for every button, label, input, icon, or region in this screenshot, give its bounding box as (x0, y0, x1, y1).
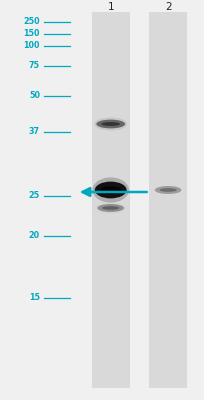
Ellipse shape (101, 122, 120, 126)
Ellipse shape (92, 177, 128, 202)
Text: 20: 20 (29, 232, 40, 240)
Text: 1: 1 (107, 2, 113, 12)
Ellipse shape (154, 186, 181, 194)
Ellipse shape (152, 184, 183, 196)
Ellipse shape (97, 204, 123, 212)
Ellipse shape (95, 202, 125, 214)
Text: 15: 15 (29, 294, 40, 302)
Text: 75: 75 (29, 62, 40, 70)
Ellipse shape (102, 206, 119, 210)
Text: 100: 100 (23, 42, 40, 50)
Ellipse shape (94, 118, 126, 130)
Ellipse shape (159, 188, 176, 192)
Ellipse shape (96, 120, 124, 128)
Text: 37: 37 (29, 128, 40, 136)
Ellipse shape (100, 186, 120, 194)
Text: 50: 50 (29, 92, 40, 100)
Bar (91, 12, 129, 388)
Text: 150: 150 (23, 30, 40, 38)
Bar (148, 12, 186, 388)
Text: 250: 250 (23, 18, 40, 26)
Text: 2: 2 (164, 2, 171, 12)
Text: 25: 25 (29, 192, 40, 200)
Ellipse shape (94, 182, 126, 198)
